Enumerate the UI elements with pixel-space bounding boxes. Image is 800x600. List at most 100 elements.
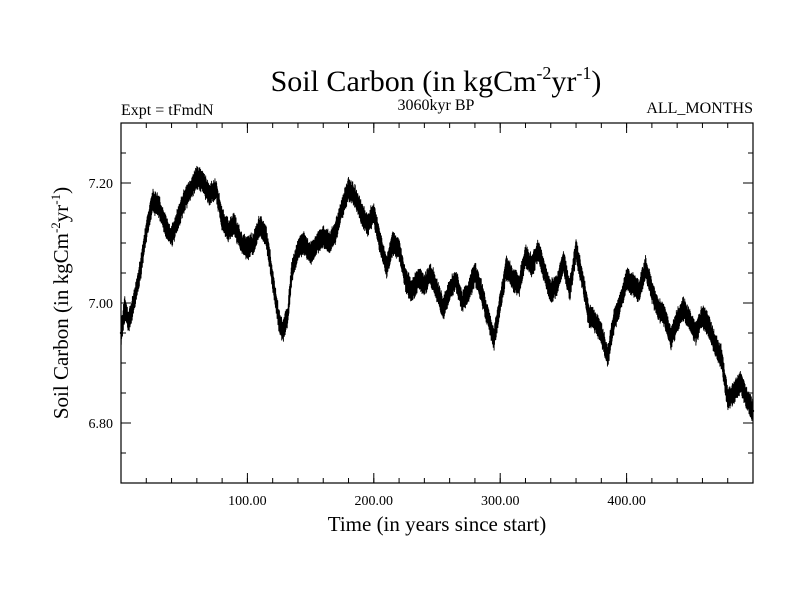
series-point xyxy=(682,307,685,311)
series-point xyxy=(423,283,426,287)
series-point xyxy=(195,175,199,179)
axes-layer: 100.00 200.00 300.00 400.00 6.80 7.00 7.20 xyxy=(89,123,753,509)
series-point xyxy=(619,301,622,305)
series-point xyxy=(517,283,521,287)
series-point xyxy=(353,193,357,197)
series-point xyxy=(322,235,325,239)
series-point xyxy=(132,301,135,305)
series-point xyxy=(505,265,508,269)
series-point xyxy=(574,247,578,251)
series-point xyxy=(606,355,609,359)
series-point xyxy=(372,211,375,215)
series-point xyxy=(638,289,641,293)
series-point xyxy=(486,313,489,317)
series-point xyxy=(524,253,527,257)
series-point xyxy=(688,319,691,323)
series-layer xyxy=(119,165,755,422)
y-tick-label: 7.00 xyxy=(89,297,114,312)
series-point xyxy=(480,289,483,293)
series-point xyxy=(397,247,401,251)
series-point xyxy=(568,289,571,293)
series-point xyxy=(600,331,603,335)
series-point xyxy=(726,397,729,401)
series-point xyxy=(435,289,439,293)
series-point xyxy=(429,271,432,275)
series-point xyxy=(663,313,666,317)
series-point xyxy=(391,241,394,245)
series-point xyxy=(587,313,590,317)
series-point xyxy=(404,277,407,281)
series-point xyxy=(473,271,477,275)
series-point xyxy=(157,205,161,209)
subtitle-experiment: Expt = tFmdN xyxy=(121,102,214,119)
series-point xyxy=(625,277,628,281)
x-axis-label: Time (in years since start) xyxy=(328,512,547,536)
series-point xyxy=(334,229,338,233)
series-point xyxy=(581,277,584,281)
x-tick-label: 400.00 xyxy=(607,494,646,509)
series-point xyxy=(732,391,736,395)
series-point xyxy=(170,235,173,239)
series-point xyxy=(562,259,565,263)
series-point xyxy=(359,211,363,215)
series-point xyxy=(328,241,331,245)
subtitle-period: 3060kyr BP xyxy=(398,97,475,114)
series-point xyxy=(442,307,445,311)
series-point xyxy=(227,229,230,233)
series-point xyxy=(290,271,293,275)
series-point xyxy=(612,319,616,323)
series-point xyxy=(530,265,533,269)
series-point xyxy=(347,187,350,191)
series-line xyxy=(120,165,754,422)
series-point xyxy=(650,289,654,293)
series-point xyxy=(694,331,698,335)
series-point xyxy=(378,241,382,245)
series-point xyxy=(233,223,236,227)
series-point xyxy=(189,187,192,191)
series-point xyxy=(751,409,755,413)
series-point xyxy=(543,271,546,275)
series-point xyxy=(145,229,148,233)
series-point xyxy=(701,313,704,317)
series-point xyxy=(745,397,748,401)
series-point xyxy=(713,343,717,347)
series-point xyxy=(720,355,723,359)
series-point xyxy=(675,319,679,323)
series-point xyxy=(315,241,319,245)
series-point xyxy=(246,247,249,251)
series-point xyxy=(123,307,126,311)
series-point xyxy=(281,331,284,335)
chart-title: Soil Carbon (in kgCm-2yr-1) xyxy=(271,63,602,98)
series-point xyxy=(739,379,742,383)
series-point xyxy=(252,241,255,245)
subtitle-months: ALL_MONTHS xyxy=(646,100,753,117)
series-point xyxy=(164,223,167,227)
series-point xyxy=(309,253,312,257)
series-point xyxy=(220,217,224,221)
series-point xyxy=(549,289,552,293)
series-point xyxy=(410,289,413,293)
series-point xyxy=(201,181,205,185)
series-point xyxy=(644,265,647,269)
series-point xyxy=(138,271,142,275)
series-point xyxy=(271,277,274,281)
series-point xyxy=(631,283,635,287)
series-point xyxy=(151,199,154,203)
series-point xyxy=(214,187,217,191)
series-point xyxy=(385,265,388,269)
series-point xyxy=(416,277,420,281)
series-point xyxy=(499,301,502,305)
series-point xyxy=(511,277,515,281)
series-point xyxy=(286,313,290,317)
series-point xyxy=(208,193,211,197)
series-point xyxy=(454,277,458,281)
series-point xyxy=(448,289,451,293)
y-tick-label: 7.20 xyxy=(89,177,114,192)
series-point xyxy=(127,319,130,323)
x-tick-label: 300.00 xyxy=(481,494,520,509)
series-point xyxy=(183,199,186,203)
series-point xyxy=(555,283,559,287)
series-point xyxy=(593,319,597,323)
y-axis-label: Soil Carbon (in kgCm-2yr-1) xyxy=(48,187,73,419)
